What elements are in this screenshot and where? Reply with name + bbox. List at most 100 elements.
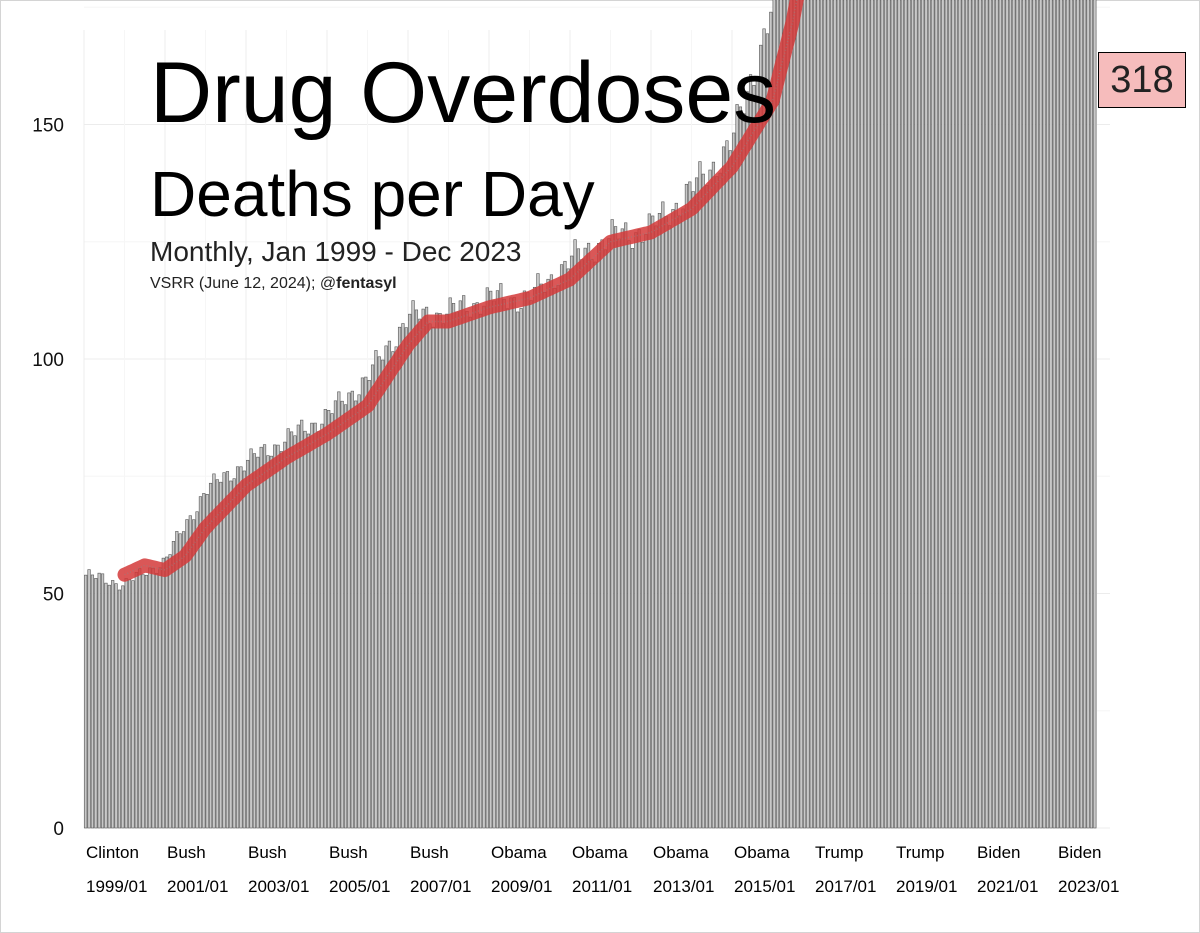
monthly-bar [991,0,996,829]
monthly-bar [597,243,601,829]
x-tick-president: Bush [167,843,206,862]
monthly-bar [586,242,591,829]
x-axis-ticks: Clinton 1999/01 Bush 2001/01 Bush 2003/01 Bush… [86,843,1119,896]
monthly-bar [691,191,695,829]
monthly-bar [630,248,635,829]
x-tick-date: 2021/01 [977,877,1038,896]
monthly-bar [627,240,631,829]
x-tick-president: Biden [1058,843,1101,862]
monthly-bar [482,305,486,829]
monthly-bar [799,0,803,829]
monthly-bar [654,225,658,829]
monthly-bar [1005,0,1009,829]
monthly-bar [161,557,165,829]
monthly-bar [519,308,523,829]
monthly-bar [131,580,135,829]
monthly-bar [651,215,655,829]
x-tick-date: 2019/01 [896,877,957,896]
monthly-bar [455,311,459,829]
monthly-bar [968,0,972,829]
monthly-bar [1076,0,1080,829]
monthly-bar [735,104,739,829]
monthly-bar [485,287,489,829]
monthly-bar [674,202,678,829]
monthly-bar [964,0,969,829]
monthly-bar [603,249,608,829]
monthly-bar [185,519,189,829]
monthly-bar [1022,0,1026,829]
monthly-bar [681,208,685,829]
monthly-bar [705,185,709,829]
monthly-bar [532,286,537,829]
monthly-bar [796,0,800,829]
monthly-bar [917,0,921,829]
monthly-bar [269,455,273,829]
monthly-bar [181,531,186,829]
monthly-bar [732,132,736,829]
monthly-bar [772,0,776,829]
monthly-bar [195,511,199,829]
monthly-bar [1083,0,1087,829]
monthly-bar [114,583,118,829]
monthly-bar [640,241,645,829]
monthly-bar [154,573,159,829]
y-tick-label: 50 [43,585,64,606]
x-tick-date: 2009/01 [491,877,552,896]
monthly-bar [111,580,115,829]
monthly-bar [948,0,952,829]
monthly-bar [1039,0,1043,829]
monthly-bar [738,106,743,829]
monthly-bar [708,169,712,829]
monthly-bar [141,574,145,829]
monthly-bar [1045,0,1050,829]
monthly-bar [617,238,621,829]
monthly-bar [860,0,864,829]
monthly-bar [370,364,375,829]
x-tick-president: Obama [734,843,790,862]
monthly-bar [411,300,415,829]
x-tick-president: Bush [329,843,368,862]
monthly-bar [1008,0,1013,829]
monthly-bar [310,422,314,829]
monthly-bar [404,327,408,829]
monthly-bar [171,541,176,829]
monthly-bar [792,0,797,829]
monthly-bar [661,201,665,829]
monthly-bar [340,400,344,829]
monthly-bar [468,316,473,829]
monthly-bar [279,451,284,829]
monthly-bar [559,264,564,829]
monthly-bar [600,239,604,829]
monthly-bar [367,380,371,829]
monthly-bar [249,448,253,829]
monthly-bar [634,232,638,829]
monthly-bar [688,181,692,829]
monthly-bar [613,226,618,829]
monthly-bar [1093,0,1097,829]
monthly-bar [90,574,95,829]
monthly-bar [789,0,793,829]
chart-subtitle: Deaths per Day [150,158,595,230]
monthly-bar [775,0,780,829]
monthly-bar [759,44,763,829]
monthly-bar [573,239,577,829]
monthly-bar [431,326,435,829]
monthly-bar [205,494,209,829]
monthly-bar [394,346,398,829]
monthly-bar [418,318,422,829]
x-tick-president: Trump [815,843,864,862]
monthly-bar [198,496,203,829]
trend-series [117,0,804,582]
monthly-bar [819,0,824,829]
monthly-bar [124,578,128,829]
monthly-bar [300,419,304,829]
monthly-bar [222,472,226,829]
monthly-bar [951,0,955,829]
monthly-bar [438,313,442,829]
monthly-bar [445,313,449,829]
monthly-bar [678,215,682,829]
monthly-bar [664,216,668,829]
monthly-bar [138,568,142,829]
monthly-bar [1029,0,1033,829]
